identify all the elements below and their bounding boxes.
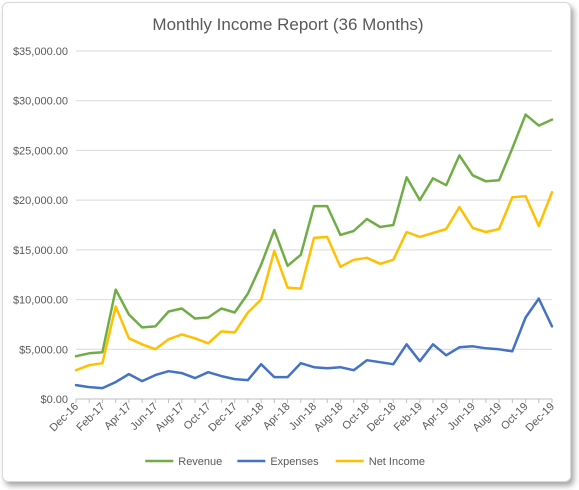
y-axis-tick-labels: $0.00 $5,000.00 $10,000.00 $15,000.00 $20,00…	[13, 46, 68, 406]
y-tick-label: $0.00	[40, 394, 68, 406]
y-tick-label: $20,000.00	[13, 195, 68, 207]
y-tick-label: $10,000.00	[13, 295, 68, 307]
x-tick-label: Dec-17	[206, 401, 240, 435]
x-tick-label: Dec-18	[365, 401, 399, 435]
x-tick-label: Aug-18	[312, 401, 346, 435]
x-tick-label: Aug-17	[153, 401, 187, 435]
series-line-revenue	[74, 113, 554, 358]
series-line-net-income	[74, 190, 554, 372]
legend-label-net-income: Net Income	[369, 456, 425, 468]
y-tick-label: $5,000.00	[19, 344, 68, 356]
legend-label-expenses: Expenses	[270, 456, 319, 468]
x-tick-label: Apr-19	[420, 401, 452, 433]
legend: Revenue Expenses Net Income	[145, 456, 425, 468]
x-tick-label: Feb-19	[392, 401, 425, 434]
x-axis	[75, 398, 553, 403]
series-line-expenses	[74, 297, 554, 390]
x-tick-label: Apr-17	[102, 401, 134, 433]
y-tick-label: $30,000.00	[13, 96, 68, 108]
chart-title: Monthly Income Report (36 Months)	[152, 15, 423, 34]
chart-frame	[2, 2, 571, 482]
y-tick-label: $35,000.00	[13, 46, 68, 58]
y-tick-label: $15,000.00	[13, 245, 68, 257]
x-tick-label: Feb-17	[74, 401, 107, 434]
x-tick-label: Feb-18	[233, 401, 266, 434]
x-axis-tick-labels: Dec-16Feb-17Apr-17Jun-17Aug-17Oct-17Dec-…	[48, 401, 558, 435]
legend-label-revenue: Revenue	[178, 456, 222, 468]
series-lines	[74, 113, 554, 390]
x-tick-label: Dec-19	[524, 401, 558, 435]
x-tick-label: Aug-19	[471, 401, 505, 435]
x-tick-label: Apr-18	[261, 401, 293, 433]
y-tick-label: $25,000.00	[13, 145, 68, 157]
gridlines	[76, 50, 552, 350]
